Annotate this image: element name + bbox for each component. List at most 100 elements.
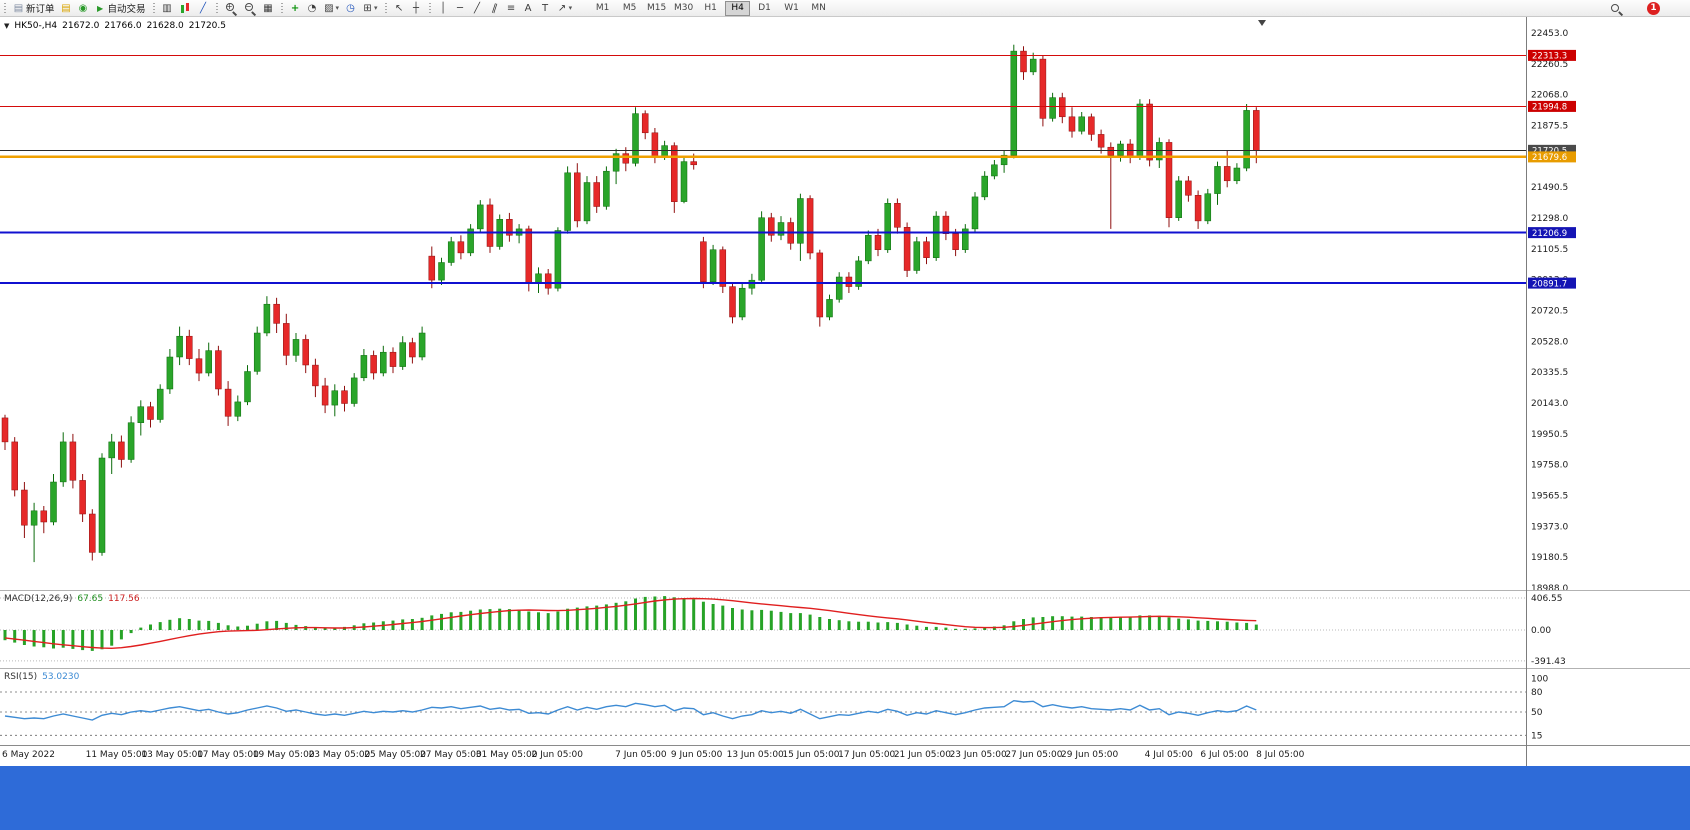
- one-click-trading-toggle[interactable]: ▼: [4, 22, 10, 30]
- candle: [360, 355, 368, 379]
- time-axis-label: 15 Jun 05:00: [782, 750, 840, 760]
- candle: [971, 196, 979, 230]
- zoom-in-button[interactable]: +: [222, 1, 241, 16]
- toolbar-grip[interactable]: [215, 2, 218, 14]
- time-axis-label: 27 May 05:00: [420, 750, 482, 760]
- candle: [273, 303, 280, 324]
- time-axis[interactable]: 6 May 2022 11 May 05:00 13 May 05:00 17 May…: [0, 746, 1690, 766]
- tile-windows-button[interactable]: ▦: [260, 1, 277, 16]
- svg-text:21679.6: 21679.6: [1532, 153, 1567, 163]
- tile-windows-icon: ▦: [263, 2, 273, 14]
- price-tag: [1528, 227, 1576, 239]
- vertical-line-tool-button[interactable]: │: [435, 1, 452, 16]
- toolbar-grip[interactable]: [4, 2, 6, 14]
- macd-pane[interactable]: 406.55 0.00 -391.43: [0, 591, 1690, 668]
- templates-button[interactable]: ▨ ▾: [321, 1, 343, 16]
- price-axis-label: 20528.0: [1531, 337, 1568, 347]
- candle: [1088, 116, 1095, 135]
- candle: [913, 241, 921, 271]
- rsi-axis-label: 50: [1531, 708, 1543, 718]
- quotes-button[interactable]: ◉: [75, 1, 92, 16]
- panel-separator[interactable]: [0, 590, 1690, 591]
- candlestick-chart-icon: [179, 2, 192, 15]
- rsi-pane[interactable]: 100 80 50 15: [0, 669, 1690, 745]
- tf-h4[interactable]: H4: [725, 0, 751, 16]
- candles-series: [1, 44, 1260, 563]
- toolbar-grip[interactable]: [384, 2, 387, 14]
- candle: [554, 230, 562, 289]
- bar-chart-button[interactable]: ▥: [159, 1, 176, 16]
- auto-trading-button[interactable]: ▶ 自动交易: [92, 1, 149, 16]
- price-axis-label: 21875.5: [1531, 122, 1568, 132]
- candle: [680, 161, 688, 202]
- candle: [1156, 142, 1163, 161]
- main-chart-plot[interactable]: 22453.022260.522068.021875.521683.021490…: [0, 17, 1690, 590]
- candle: [312, 364, 319, 387]
- label-tool-button[interactable]: T: [537, 1, 554, 16]
- tf-h1[interactable]: H1: [704, 2, 717, 13]
- candle: [147, 406, 154, 420]
- line-chart-button[interactable]: ╱: [195, 1, 212, 16]
- candle: [894, 203, 901, 228]
- tf-mn[interactable]: MN: [811, 2, 826, 13]
- candle: [506, 219, 513, 236]
- candle: [748, 279, 756, 289]
- cursor-button[interactable]: ↖: [391, 1, 408, 16]
- tf-w1[interactable]: W1: [784, 2, 799, 13]
- candle: [79, 480, 86, 515]
- tf-m1[interactable]: M1: [595, 2, 610, 13]
- clock-icon: ◷: [346, 2, 355, 14]
- periods-icon: ◔: [307, 2, 317, 14]
- candle: [331, 390, 339, 406]
- new-window-button[interactable]: ⊞ ▾: [359, 1, 381, 16]
- time-axis-label: 17 Jun 05:00: [838, 750, 896, 760]
- toolbar-grip[interactable]: [428, 2, 431, 14]
- candle: [69, 441, 77, 481]
- price-axis-label: 21298.0: [1531, 214, 1568, 224]
- zoom-out-button[interactable]: −: [241, 1, 260, 16]
- panel-separator[interactable]: [0, 668, 1690, 669]
- indicators-button[interactable]: +: [287, 1, 304, 16]
- candle: [1146, 103, 1153, 161]
- profile-button[interactable]: ▤: [58, 1, 75, 16]
- toolbar-grip[interactable]: [280, 2, 283, 14]
- arrows-tool-button[interactable]: ↗ ▾: [554, 1, 576, 16]
- channel-tool-button[interactable]: ∥: [486, 1, 503, 16]
- crosshair-button[interactable]: ┼: [408, 1, 425, 16]
- tf-m15[interactable]: M15: [646, 2, 667, 13]
- candle: [1223, 166, 1231, 182]
- notification-badge[interactable]: 1: [1647, 2, 1660, 15]
- toolbar-grip[interactable]: [152, 2, 155, 14]
- periods-button[interactable]: ◔: [304, 1, 321, 16]
- candle: [632, 113, 639, 164]
- clock-button[interactable]: ◷: [342, 1, 359, 16]
- price-tag: [1528, 151, 1576, 163]
- candle: [215, 350, 222, 390]
- candle: [1175, 180, 1182, 218]
- candle: [700, 241, 707, 282]
- horizontal-line-tool-button[interactable]: ─: [452, 1, 469, 16]
- candle: [1078, 116, 1085, 132]
- fibonacci-tool-button[interactable]: ≡: [503, 1, 520, 16]
- fibonacci-icon: ≡: [506, 2, 516, 14]
- shift-marker[interactable]: [1258, 20, 1266, 26]
- time-axis-label: 19 May 05:00: [252, 750, 315, 760]
- candle: [835, 276, 843, 300]
- symbol-period-label: HK50-,H4: [14, 21, 58, 31]
- time-axis-label: 27 Jun 05:00: [1005, 750, 1063, 760]
- tf-d1[interactable]: D1: [758, 2, 771, 13]
- tf-m5[interactable]: M5: [622, 2, 637, 13]
- search-icon[interactable]: [1610, 2, 1623, 16]
- text-tool-button[interactable]: A: [520, 1, 537, 16]
- candle: [370, 355, 377, 374]
- macd-name: MACD(12,26,9): [4, 594, 73, 604]
- candle: [409, 342, 416, 358]
- candlestick-chart-button[interactable]: [176, 1, 195, 16]
- new-order-button[interactable]: ▤ 新订单: [10, 1, 58, 16]
- macd-signal-line: [4, 597, 1257, 650]
- candle: [1117, 143, 1124, 156]
- candle: [564, 172, 571, 231]
- price-axis-label: 22453.0: [1531, 29, 1568, 39]
- tf-m30[interactable]: M30: [673, 2, 694, 13]
- trendline-tool-button[interactable]: ╱: [469, 1, 486, 16]
